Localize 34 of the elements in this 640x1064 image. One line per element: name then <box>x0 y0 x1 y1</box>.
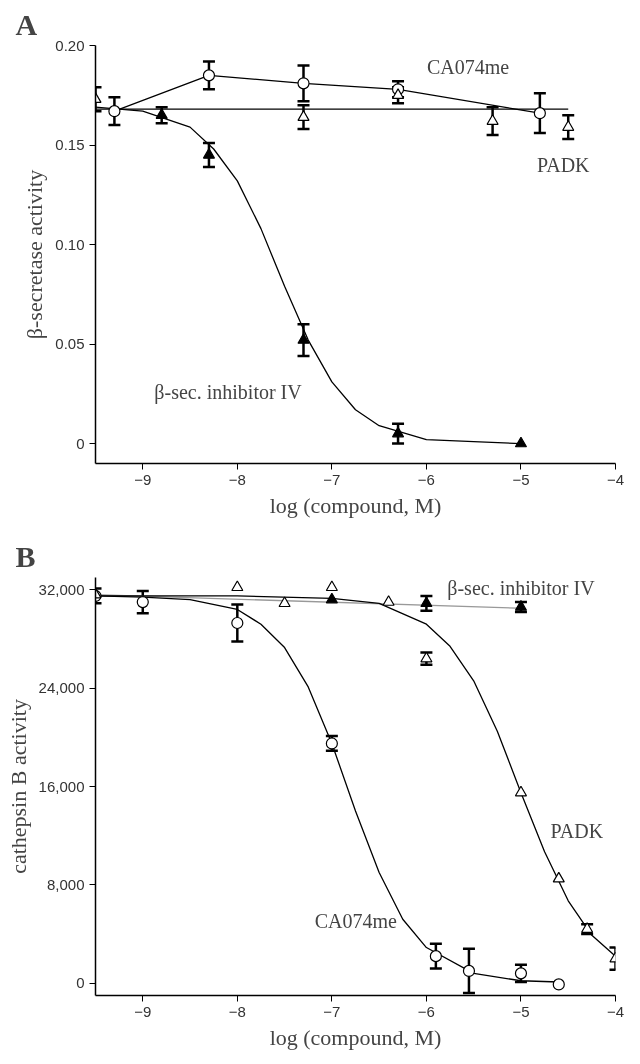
y-axis-title: cathepsin B activity <box>5 699 31 874</box>
x-axis-title: log (compound, M) <box>269 492 442 518</box>
y-tick-label: 0 <box>76 434 85 452</box>
x-tick-label: −7 <box>323 1002 341 1020</box>
chart-title: A <box>15 7 38 41</box>
y-tick-label: 16,000 <box>38 777 85 795</box>
series-label: β-sec. inhibitor IV <box>154 380 303 404</box>
x-tick-label: −9 <box>134 1002 152 1020</box>
y-tick-label: 32,000 <box>38 580 85 598</box>
x-tick-label: −5 <box>512 1002 530 1020</box>
x-tick-label: −8 <box>228 470 246 488</box>
y-tick-label: 0.15 <box>55 136 85 154</box>
y-tick-label: 24,000 <box>38 679 85 697</box>
y-tick-label: 0.05 <box>55 335 85 353</box>
y-tick-label: 0.20 <box>55 36 85 54</box>
series-label: CA074me <box>426 56 510 79</box>
series-label: β-sec. inhibitor IV <box>447 577 596 601</box>
y-tick-label: 8,000 <box>46 875 85 893</box>
x-tick-label: −4 <box>606 1002 625 1020</box>
y-axis-title: β-secretase activity <box>22 169 48 340</box>
x-tick-label: −6 <box>417 470 435 488</box>
x-tick-label: −7 <box>323 470 341 488</box>
x-tick-label: −5 <box>512 470 530 488</box>
chart-title: B <box>15 539 36 573</box>
x-tick-label: −4 <box>606 470 625 488</box>
x-tick-label: −8 <box>228 1002 246 1020</box>
x-tick-label: −6 <box>417 1002 435 1020</box>
x-axis-title: log (compound, M) <box>269 1024 442 1050</box>
series-label: PADK <box>550 819 604 842</box>
x-tick-label: −9 <box>134 470 152 488</box>
y-tick-label: 0 <box>76 974 85 992</box>
text: CA074me <box>314 910 398 933</box>
y-tick-label: 0.10 <box>55 235 85 253</box>
series-label: PADK <box>536 154 591 177</box>
